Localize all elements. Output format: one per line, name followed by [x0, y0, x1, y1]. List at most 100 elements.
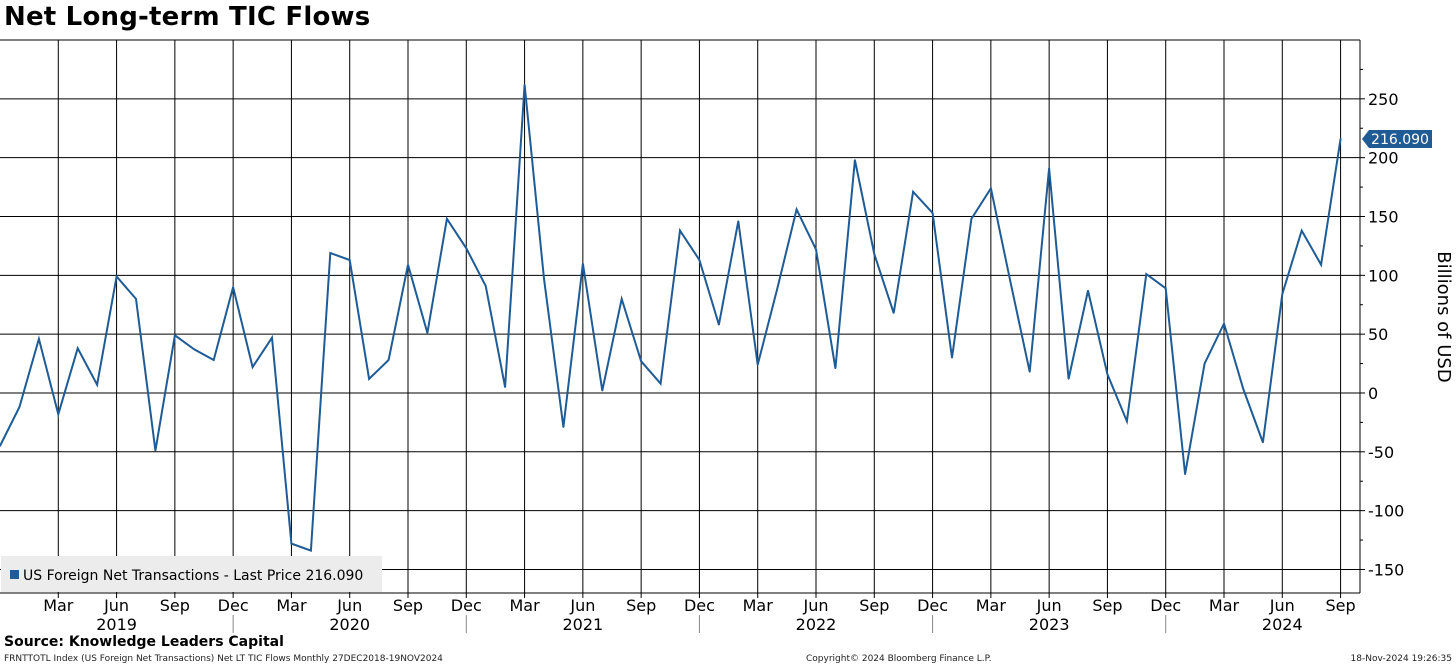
- data-point: [446, 218, 448, 220]
- x-tick-label: Jun: [1269, 596, 1295, 615]
- data-point: [795, 208, 798, 211]
- data-point: [931, 212, 934, 214]
- data-point: [1126, 420, 1128, 423]
- data-point: [387, 359, 390, 361]
- data-point: [212, 359, 215, 361]
- x-tick-label: Jun: [103, 596, 129, 615]
- x-tick-label: Mar: [43, 596, 74, 615]
- legend: US Foreign Net Transactions - Last Price…: [1, 556, 382, 592]
- y-tick-label: 150: [1368, 207, 1399, 226]
- y-tick-label: 100: [1368, 266, 1399, 285]
- x-tick-label: Jun: [336, 596, 362, 615]
- x-tick-label: Dec: [917, 596, 948, 615]
- data-point: [1028, 371, 1031, 373]
- data-point: [970, 218, 973, 220]
- x-tick-label: Sep: [160, 596, 190, 615]
- data-point: [96, 383, 98, 386]
- y-tick-label: 0: [1368, 384, 1378, 403]
- data-point: [407, 263, 409, 266]
- data-point: [1223, 322, 1225, 325]
- data-point: [912, 191, 914, 193]
- data-point: [0, 445, 1, 447]
- chart-title: Net Long-term TIC Flows: [4, 2, 371, 32]
- data-point: [854, 159, 856, 161]
- data-point: [659, 382, 662, 385]
- data-point: [1320, 263, 1322, 266]
- x-tick-label: Jun: [1036, 596, 1062, 615]
- data-point: [426, 332, 429, 334]
- data-point: [815, 248, 817, 251]
- data-point: [756, 363, 759, 366]
- data-point: [1164, 287, 1167, 290]
- data-point: [504, 386, 506, 388]
- data-point: [990, 187, 992, 190]
- data-point: [484, 285, 487, 287]
- data-point: [174, 334, 176, 337]
- data-point: [1048, 167, 1050, 169]
- data-point: [1184, 473, 1186, 476]
- legend-background: [1, 556, 382, 592]
- data-point: [329, 252, 332, 254]
- data-point: [698, 259, 701, 261]
- data-point: [368, 378, 370, 380]
- x-tick-label: Mar: [509, 596, 540, 615]
- last-price-label: 216.090: [1371, 132, 1429, 148]
- x-tick-label: Jun: [803, 596, 829, 615]
- data-point: [1281, 293, 1284, 295]
- data-point: [154, 449, 157, 452]
- x-tick-label: Sep: [626, 596, 656, 615]
- x-year-label: 2022: [796, 615, 837, 634]
- data-point: [620, 298, 623, 300]
- data-point: [834, 367, 837, 370]
- data-point: [582, 262, 584, 265]
- last-price-tag: 216.090: [1362, 130, 1432, 148]
- x-year-label: 2019: [96, 615, 137, 634]
- footer-timestamp: 18-Nov-2024 19:26:35: [1350, 654, 1452, 664]
- data-point: [951, 356, 953, 359]
- x-tick-label: Dec: [1150, 596, 1181, 615]
- data-point: [1262, 441, 1264, 444]
- data-point: [76, 347, 79, 350]
- footer-index-info: FRNTTOTL Index (US Foreign Net Transacti…: [4, 654, 443, 664]
- grid-layer: [0, 39, 1360, 593]
- x-year-label: 2023: [1029, 615, 1070, 634]
- data-point: [718, 323, 720, 326]
- series-layer: [0, 83, 1342, 552]
- data-point: [465, 247, 468, 250]
- data-point: [892, 312, 895, 314]
- data-point: [18, 406, 21, 408]
- data-point: [543, 278, 545, 280]
- y-tick-label: 250: [1368, 90, 1399, 109]
- x-year-label: 2021: [562, 615, 603, 634]
- x-tick-label: Mar: [276, 596, 307, 615]
- data-point: [271, 336, 273, 339]
- data-point: [57, 413, 60, 416]
- data-point: [348, 259, 351, 261]
- x-year-label: 2024: [1262, 615, 1303, 634]
- data-point: [1106, 373, 1109, 376]
- x-tick-label: Sep: [393, 596, 423, 615]
- data-point: [523, 83, 526, 86]
- data-point: [1087, 289, 1089, 292]
- x-tick-label: Dec: [684, 596, 715, 615]
- x-tick-label: Dec: [451, 596, 482, 615]
- x-tick-label: Dec: [218, 596, 249, 615]
- y-tick-label: -50: [1368, 443, 1394, 462]
- data-point: [1339, 137, 1342, 140]
- data-point: [679, 229, 681, 232]
- series-line: [0, 84, 1342, 552]
- data-point: [1067, 378, 1070, 380]
- x-year-label: 2020: [329, 615, 370, 634]
- data-point: [135, 298, 137, 300]
- data-point: [1242, 388, 1245, 391]
- data-point: [601, 389, 604, 392]
- data-point: [193, 348, 196, 351]
- data-point: [1203, 362, 1206, 365]
- x-tick-label: Sep: [1325, 596, 1355, 615]
- y-tick-label: -150: [1368, 560, 1404, 579]
- data-point: [251, 366, 254, 368]
- x-tick-label: Mar: [1209, 596, 1240, 615]
- source-line: Source: Knowledge Leaders Capital: [4, 634, 284, 650]
- footer-copyright: Copyright© 2024 Bloomberg Finance L.P.: [806, 654, 992, 664]
